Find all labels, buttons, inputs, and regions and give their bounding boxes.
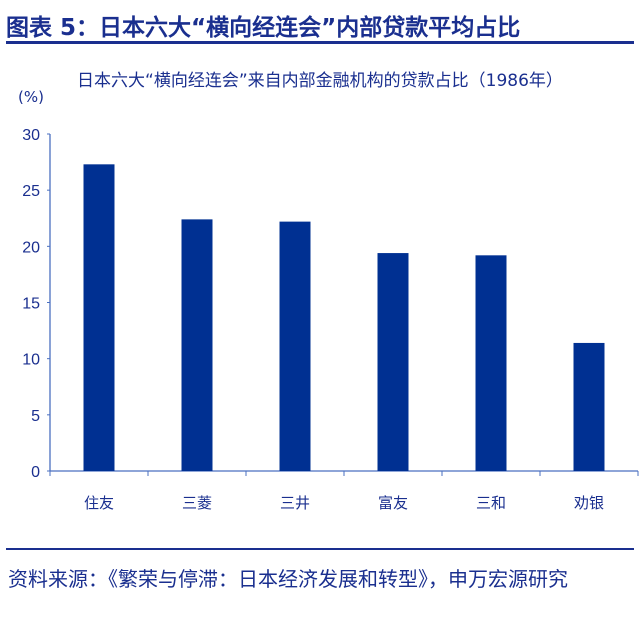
bar-4 bbox=[475, 255, 507, 471]
x-tick-label: 劝银 bbox=[574, 494, 604, 512]
x-tick-label: 富友 bbox=[378, 494, 408, 512]
bar-2 bbox=[279, 221, 311, 471]
bar-chart: 0 5 10 15 20 25 30 住友 三菱 三井 富友 三和 劝银 bbox=[22, 127, 639, 512]
title-divider bbox=[6, 41, 634, 44]
x-tick-label: 三菱 bbox=[182, 494, 212, 512]
bar-1 bbox=[181, 219, 213, 471]
y-tick-label: 30 bbox=[22, 127, 40, 144]
x-tick-label: 三井 bbox=[280, 494, 310, 512]
y-tick-label: 20 bbox=[22, 239, 40, 256]
y-tick-label: 5 bbox=[31, 408, 40, 425]
source-note: 资料来源：《繁荣与停滞：日本经济发展和转型》，申万宏源研究 bbox=[8, 567, 568, 591]
y-tick-label: 10 bbox=[22, 352, 40, 369]
bar-5 bbox=[573, 342, 605, 471]
chart-title: 日本六大“横向经连会”来自内部金融机构的贷款占比（1986年） bbox=[77, 71, 563, 91]
x-tick-label: 住友 bbox=[84, 494, 114, 512]
bar-3 bbox=[377, 253, 409, 471]
x-tick-label: 三和 bbox=[476, 494, 506, 512]
y-tick-label: 0 bbox=[31, 464, 40, 481]
bar-0 bbox=[83, 164, 115, 471]
y-axis-unit: (%) bbox=[18, 88, 44, 106]
source-divider bbox=[6, 548, 634, 550]
y-tick-label: 25 bbox=[22, 183, 40, 200]
figure-title: 图表 5：日本六大“横向经连会”内部贷款平均占比 bbox=[6, 15, 521, 41]
y-tick-label: 15 bbox=[22, 296, 40, 313]
